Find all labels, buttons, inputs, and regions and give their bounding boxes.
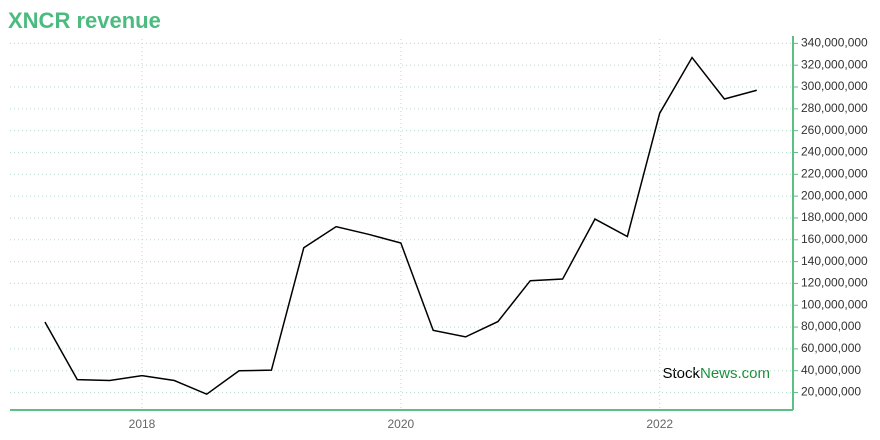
x-tick-label: 2022 — [646, 417, 673, 431]
y-tick-label: 300,000,000 — [801, 79, 868, 93]
watermark-part: News.com — [700, 365, 770, 382]
y-tick-label: 40,000,000 — [801, 363, 861, 377]
y-tick-label: 140,000,000 — [801, 254, 868, 268]
y-tick-label: 160,000,000 — [801, 232, 868, 246]
x-tick-label: 2020 — [388, 417, 415, 431]
y-tick-label: 20,000,000 — [801, 385, 861, 399]
watermark-part: Stock — [662, 365, 700, 382]
y-tick-label: 180,000,000 — [801, 210, 868, 224]
line — [44, 56, 757, 396]
y-tick-label: 320,000,000 — [801, 57, 868, 71]
y-tick-label: 60,000,000 — [801, 341, 861, 355]
y-tick-label: 80,000,000 — [801, 319, 861, 333]
y-tick-label: 220,000,000 — [801, 166, 868, 180]
y-tick-label: 280,000,000 — [801, 101, 868, 115]
x-tick-label: 2018 — [129, 417, 156, 431]
watermark: StockNews.com — [662, 365, 770, 382]
y-tick-label: 260,000,000 — [801, 123, 868, 137]
y-tick-label: 120,000,000 — [801, 276, 868, 290]
y-tick-label: 100,000,000 — [801, 297, 868, 311]
y-tick-label: 340,000,000 — [801, 36, 868, 50]
y-tick-label: 240,000,000 — [801, 145, 868, 159]
chart-title: XNCR revenue — [8, 8, 161, 33]
y-tick-label: 200,000,000 — [801, 188, 868, 202]
